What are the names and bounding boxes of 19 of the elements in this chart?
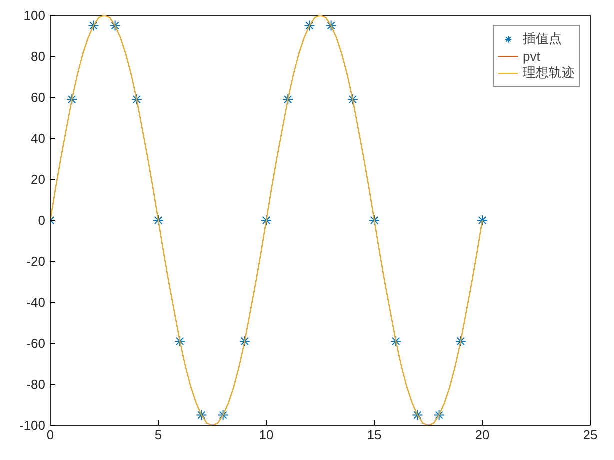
y-tick-label: 0 bbox=[38, 213, 46, 228]
x-tick-label: 25 bbox=[583, 428, 598, 442]
y-tick-label: -100 bbox=[19, 418, 46, 433]
y-tick-label: -60 bbox=[26, 336, 46, 351]
y-tick-label: 20 bbox=[31, 172, 46, 187]
x-tick-label: 20 bbox=[475, 428, 490, 442]
y-tick-label: -20 bbox=[26, 254, 46, 269]
y-tick-label: -80 bbox=[26, 377, 46, 392]
y-tick-label: -40 bbox=[26, 295, 46, 310]
legend-label: 理想轨迹 bbox=[523, 64, 575, 82]
x-tick-label: 10 bbox=[259, 428, 274, 442]
y-tick-label: 40 bbox=[31, 131, 46, 146]
legend-label: pvt bbox=[523, 48, 542, 64]
x-tick-label: 15 bbox=[367, 428, 382, 442]
y-tick-label: 60 bbox=[31, 90, 46, 105]
y-tick-label: 100 bbox=[24, 8, 46, 23]
y-tick-label: 80 bbox=[31, 49, 46, 64]
x-tick-label: 5 bbox=[154, 428, 162, 442]
legend-label: 插值点 bbox=[523, 30, 562, 48]
